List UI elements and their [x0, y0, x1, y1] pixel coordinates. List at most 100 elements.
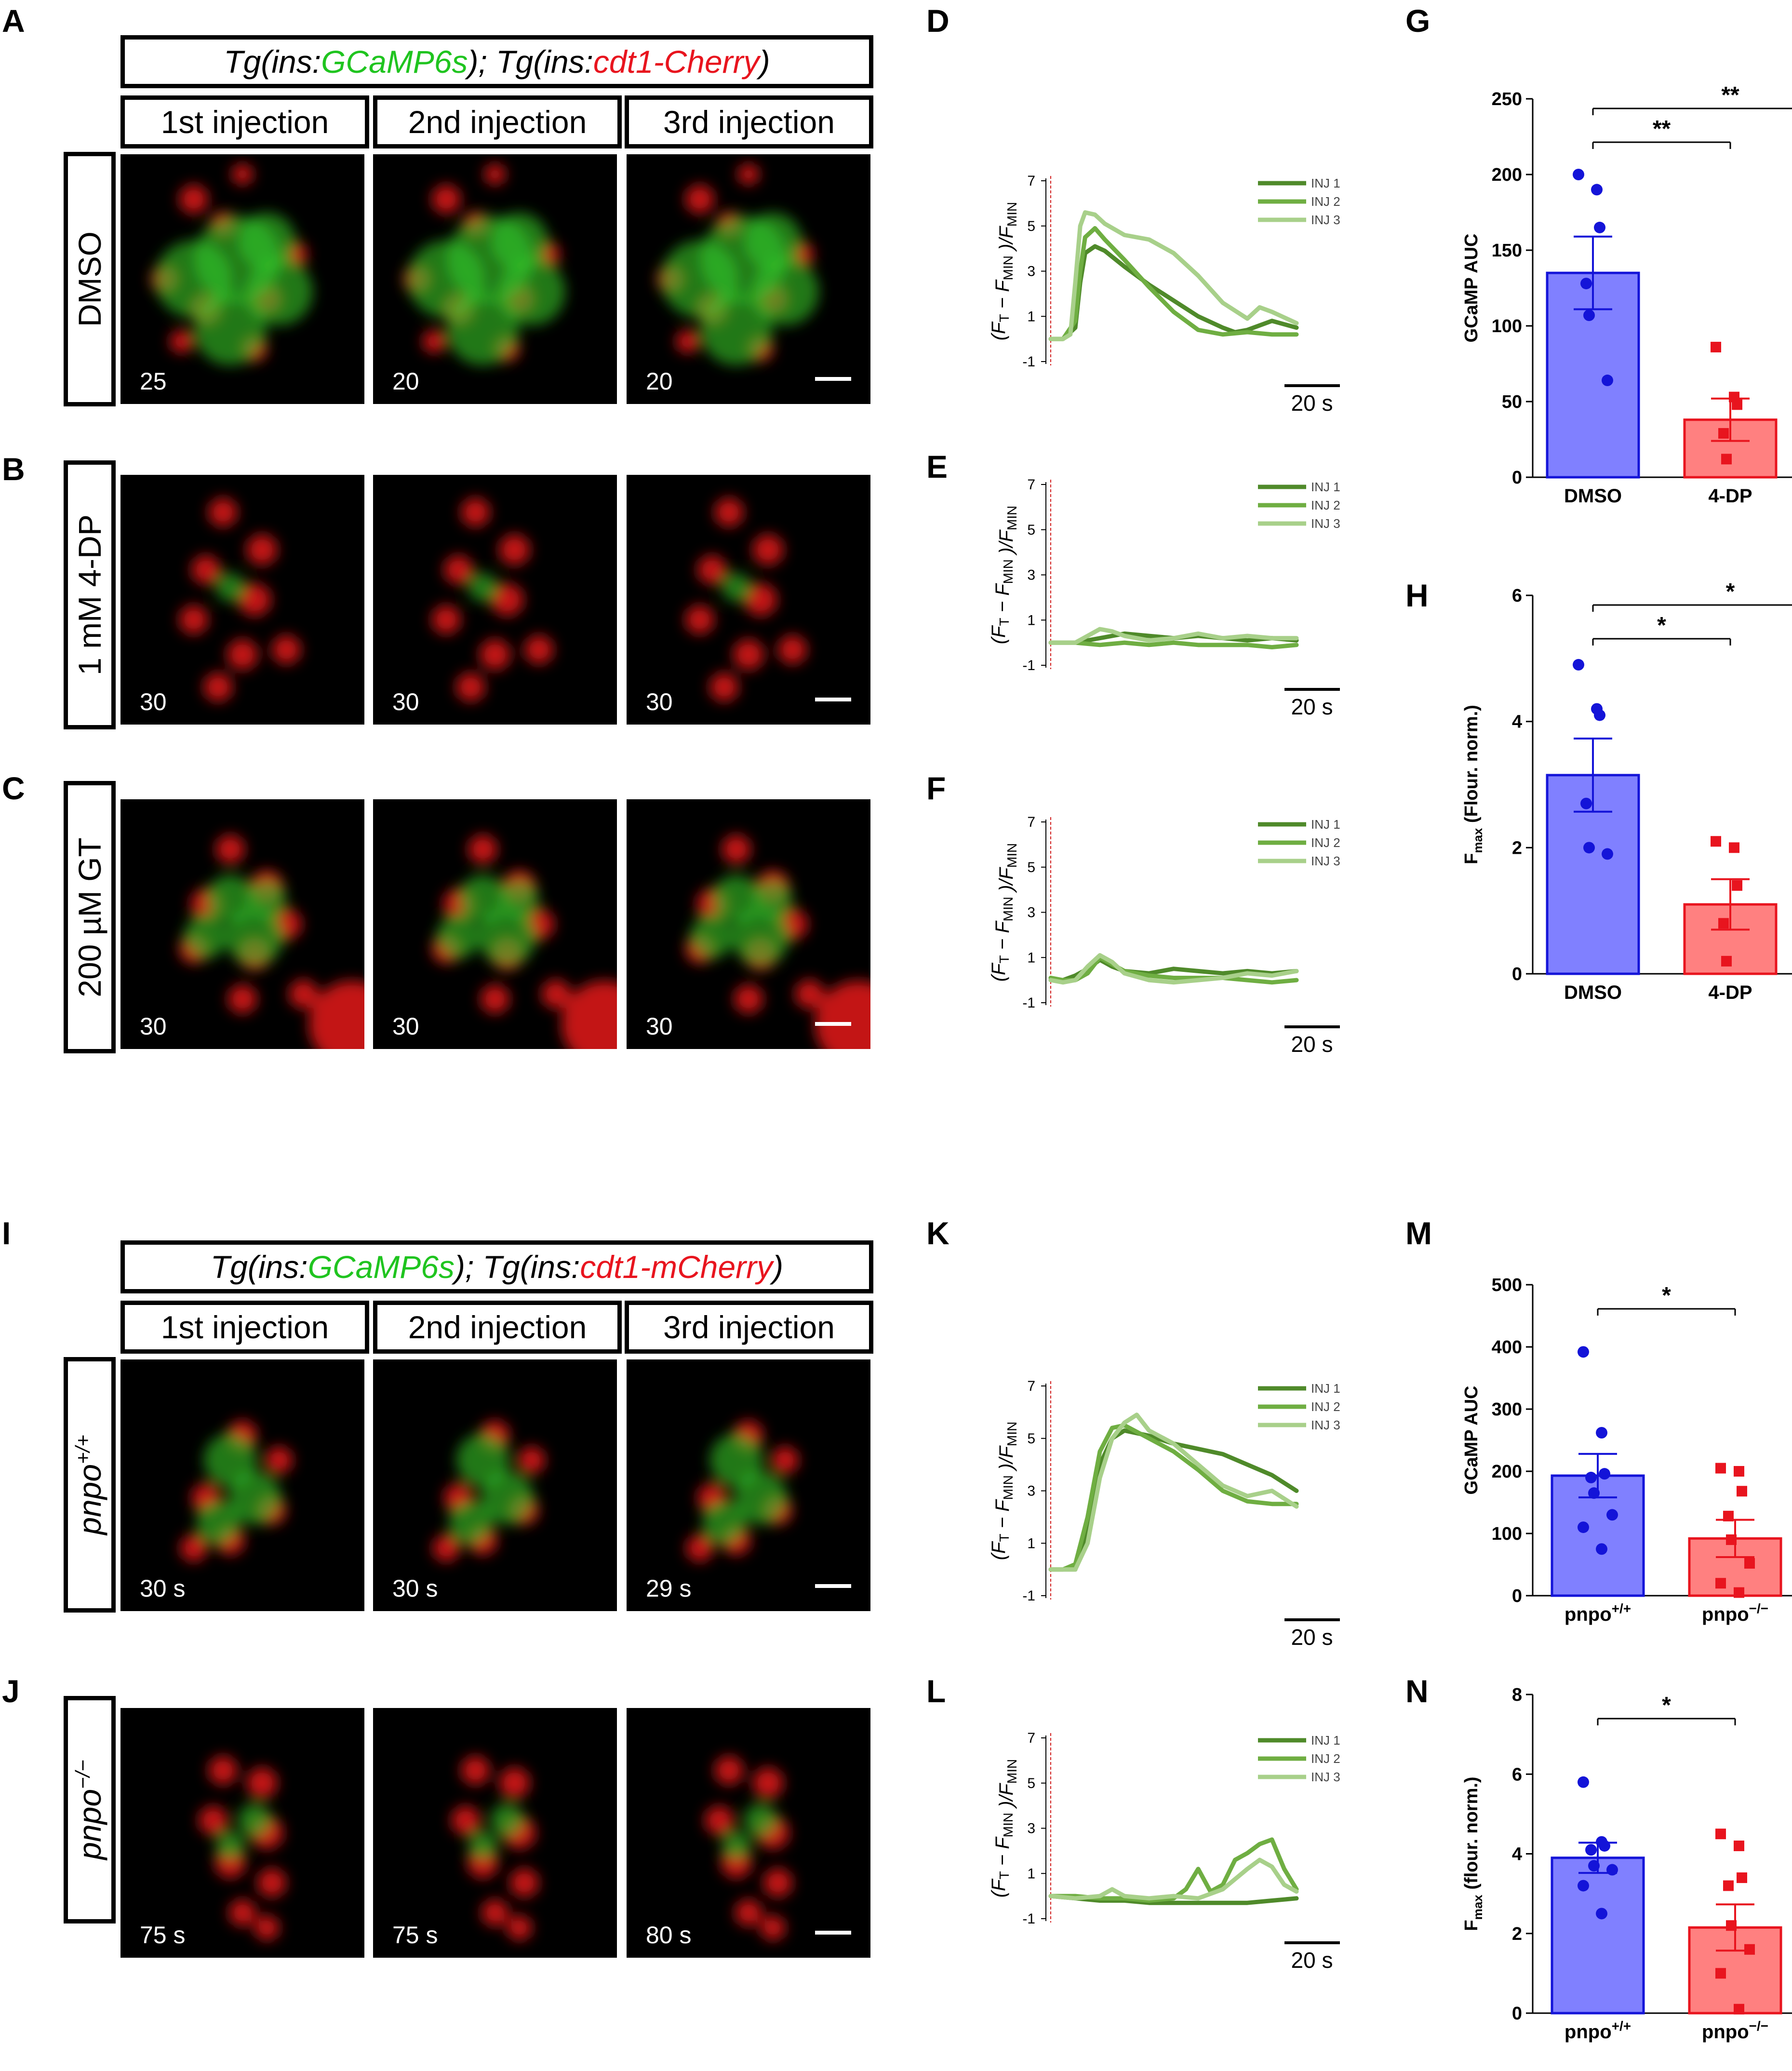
red-nucleus [289, 980, 318, 1009]
line-chart-k: 7 5 3 1 -1 (FT − FMIN )/FMIN INJ 1 INJ 2 INJ 3 20… [988, 1378, 1340, 1650]
header-green-text: GCaMP6s [308, 1249, 455, 1285]
timestamp: 20 [646, 368, 673, 395]
timestamp: 30 [392, 688, 419, 715]
data-point [1596, 1427, 1607, 1439]
red-nucleus [733, 639, 764, 670]
column-header-1st: 1st injection [120, 95, 369, 148]
timestamp: 20 [392, 368, 419, 395]
green-signal [734, 1471, 788, 1525]
significance-label: ** [1721, 82, 1739, 108]
row-label-sup: +/+ [71, 1435, 94, 1464]
y-tick-label: 4 [1512, 1844, 1522, 1865]
column-header-2nd: 2nd injection [373, 1301, 622, 1354]
timestamp: 29 s [646, 1575, 692, 1602]
y-axis-label: GCaMP AUC [1461, 234, 1482, 343]
red-nucleus [180, 1534, 207, 1562]
row-label-base: pnpo [72, 1789, 107, 1860]
red-nucleus [431, 605, 461, 634]
red-nucleus [461, 498, 490, 527]
green-signal [446, 293, 519, 365]
line-chart-l: 7 5 3 1 -1(FT − FMIN )/FMIN INJ 1 INJ 2 INJ 3 20… [988, 1730, 1340, 1973]
micrograph-dmso-1: 25 [120, 154, 364, 404]
row-label-text: 1 mM 4-DP [72, 514, 107, 675]
row-label-dmso: DMSO [64, 152, 116, 406]
series-line-inj3 [1048, 1857, 1299, 1901]
series-line-inj2 [1048, 1423, 1299, 1572]
green-signal [690, 914, 734, 958]
panel-label-k: K [926, 1215, 949, 1251]
data-point [1711, 341, 1721, 352]
micrograph-dmso-3: 20 [627, 154, 870, 404]
data-point [1599, 1468, 1610, 1480]
scale-bar-label: 20 s [1291, 390, 1333, 416]
x-category-label: DMSO [1564, 982, 1622, 1003]
red-nucleus [735, 1899, 762, 1926]
micrograph-cells [179, 834, 364, 1049]
y-axis-label: (FT − FMIN )/FMIN [988, 1422, 1019, 1560]
y-tick-label: 7 [1027, 814, 1035, 830]
green-signal [744, 213, 802, 271]
significance-label: ** [1653, 116, 1671, 142]
green-signal [226, 907, 284, 966]
green-signal [247, 880, 286, 919]
header-red-text: cdt1-Cherry [593, 44, 760, 80]
red-nucleus [507, 1915, 532, 1940]
significance-label: * [1662, 1283, 1671, 1308]
data-point [1583, 309, 1595, 322]
green-signal [490, 1803, 524, 1838]
panel-label-l: L [926, 1673, 946, 1709]
y-tick-label: 300 [1492, 1399, 1522, 1420]
red-nucleus [738, 163, 759, 185]
red-nucleus [227, 639, 258, 670]
red-nucleus [734, 984, 763, 1014]
x-category-label: pnpo−/− [1702, 2018, 1768, 2043]
y-tick-label: 8 [1512, 1685, 1522, 1705]
green-signal [732, 907, 790, 966]
row-label-pnpo-ko: pnpo−/− [64, 1696, 116, 1923]
column-header-1st: 1st injection [120, 1301, 369, 1354]
header-text: ); Tg(ins: [455, 1249, 580, 1285]
header-red-text: cdt1-mCherry [580, 1249, 773, 1285]
red-nucleus [265, 1446, 293, 1474]
y-tick-label: 200 [1492, 1462, 1522, 1482]
data-point [1715, 1463, 1726, 1474]
micrograph-cells [432, 1420, 545, 1562]
data-point [1711, 836, 1721, 847]
timestamp: 30 [392, 1013, 419, 1040]
series-line-inj2 [1048, 640, 1299, 649]
green-signal [709, 1433, 763, 1487]
column-header-2nd: 2nd injection [373, 95, 622, 148]
data-point [1734, 1466, 1744, 1477]
red-nucleus [444, 555, 473, 584]
red-nucleus [308, 981, 364, 1049]
red-nucleus [232, 163, 253, 185]
red-nucleus [272, 635, 301, 664]
data-point [1723, 1510, 1734, 1521]
micrograph-gt-2: 30 [373, 799, 617, 1049]
row-label-text: pnpo+/+ [71, 1435, 108, 1535]
header-text: Tg(ins: [210, 1249, 308, 1285]
panel-label-h: H [1405, 578, 1429, 613]
y-tick-label: 200 [1492, 165, 1522, 185]
legend-label: INJ 2 [1311, 1751, 1340, 1766]
scale-bar [815, 1022, 851, 1026]
y-tick-label: 5 [1027, 1775, 1035, 1791]
data-point [1580, 797, 1592, 809]
green-signal [437, 914, 481, 958]
data-point [1723, 1880, 1734, 1891]
red-nucleus [722, 834, 751, 864]
red-nucleus [491, 583, 524, 616]
green-signal [478, 907, 536, 966]
significance-label: * [1657, 613, 1666, 638]
timestamp: 25 [140, 368, 167, 395]
green-signal [722, 1830, 751, 1860]
micrograph-pnpo-wt-2: 30 s [373, 1359, 617, 1611]
red-nucleus [456, 672, 485, 702]
y-tick-label: 250 [1492, 89, 1522, 109]
red-nucleus [208, 498, 238, 527]
red-nucleus [170, 330, 193, 353]
legend-label: INJ 1 [1311, 817, 1340, 832]
column-header-3rd: 3rd injection [625, 1301, 873, 1354]
y-tick-label: 1 [1027, 309, 1035, 324]
